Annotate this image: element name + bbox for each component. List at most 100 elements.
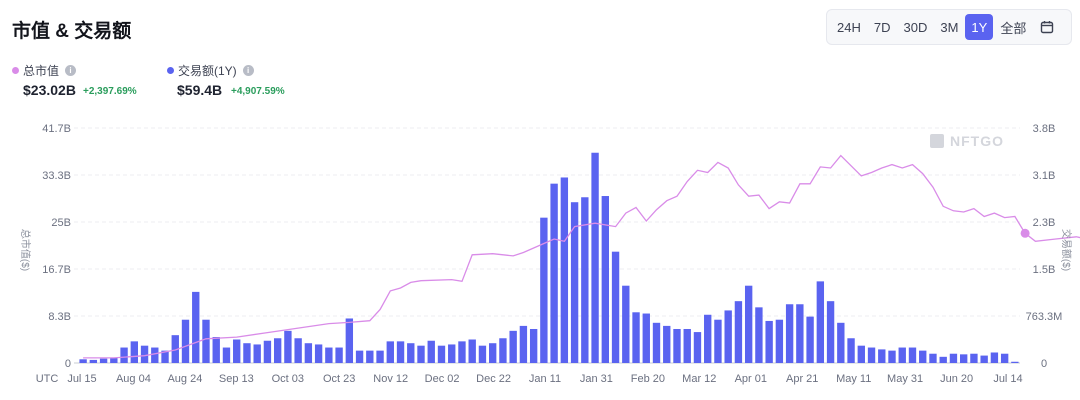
volume-bar[interactable] bbox=[744, 285, 753, 363]
volume-bar[interactable] bbox=[89, 359, 98, 363]
volume-bar[interactable] bbox=[960, 354, 968, 363]
volume-bar[interactable] bbox=[130, 341, 138, 363]
range-1y-button[interactable]: 1Y bbox=[965, 14, 994, 40]
calendar-button[interactable] bbox=[1033, 14, 1061, 40]
legend-market-cap[interactable]: 总市值 i bbox=[12, 62, 77, 79]
volume-bar[interactable] bbox=[140, 345, 149, 363]
volume-bar[interactable] bbox=[243, 343, 251, 363]
volume-bar[interactable] bbox=[775, 319, 784, 363]
volume-bar[interactable] bbox=[366, 350, 374, 363]
volume-bar[interactable] bbox=[632, 312, 640, 363]
volume-bar[interactable] bbox=[734, 301, 743, 363]
volume-bar[interactable] bbox=[806, 316, 814, 363]
volume-bar[interactable] bbox=[1011, 361, 1019, 363]
volume-bar[interactable] bbox=[212, 337, 220, 363]
volume-bar[interactable] bbox=[468, 339, 476, 364]
volume-bar[interactable] bbox=[929, 353, 937, 363]
volume-bar[interactable] bbox=[837, 322, 845, 363]
volume-bar[interactable] bbox=[867, 347, 876, 363]
volume-bar[interactable] bbox=[110, 358, 118, 363]
volume-bar[interactable] bbox=[396, 341, 405, 363]
volume-bar[interactable] bbox=[560, 177, 569, 363]
volume-bar[interactable] bbox=[693, 332, 702, 363]
volume-bar[interactable] bbox=[509, 330, 517, 363]
volume-bar[interactable] bbox=[673, 328, 681, 363]
range-24h-button[interactable]: 24H bbox=[831, 14, 867, 40]
volume-bar[interactable] bbox=[888, 350, 896, 363]
volume-bar[interactable] bbox=[683, 328, 691, 363]
volume-bar[interactable] bbox=[151, 347, 159, 363]
volume-bar[interactable] bbox=[222, 347, 231, 363]
volume-bar[interactable] bbox=[171, 335, 179, 363]
volume-bar[interactable] bbox=[765, 320, 773, 363]
volume-bar[interactable] bbox=[448, 344, 456, 363]
volume-bar[interactable] bbox=[437, 345, 446, 363]
volume-bar[interactable] bbox=[622, 285, 630, 363]
volume-bar[interactable] bbox=[642, 313, 650, 363]
market-cap-volume-chart[interactable]: 0 8.3B 16.7B 25B 33.3B 41.7B 0 763.3M 1.5B 2.3B 3… bbox=[0, 110, 1080, 400]
volume-bar[interactable] bbox=[591, 152, 599, 363]
volume-bar[interactable] bbox=[79, 359, 87, 363]
volume-bar[interactable] bbox=[325, 347, 333, 363]
volume-bar[interactable] bbox=[570, 202, 579, 363]
volume-bar[interactable] bbox=[120, 347, 128, 363]
volume-bar[interactable] bbox=[826, 301, 835, 363]
volume-bar[interactable] bbox=[489, 343, 497, 363]
volume-bar[interactable] bbox=[857, 345, 865, 363]
volume-bar[interactable] bbox=[284, 330, 292, 363]
volume-bar[interactable] bbox=[919, 350, 927, 363]
volume-bar[interactable] bbox=[663, 325, 671, 363]
volume-bar[interactable] bbox=[601, 196, 609, 363]
volume-bar[interactable] bbox=[714, 319, 722, 363]
volume-bar[interactable] bbox=[314, 344, 323, 363]
volume-bar[interactable] bbox=[161, 350, 169, 363]
volume-bar[interactable] bbox=[785, 304, 794, 363]
volume-bar[interactable] bbox=[847, 338, 855, 363]
volume-bar[interactable] bbox=[755, 307, 763, 363]
legend-volume[interactable]: 交易额(1Y) i bbox=[167, 62, 254, 79]
range-30d-button[interactable]: 30D bbox=[897, 14, 933, 40]
volume-bar[interactable] bbox=[878, 349, 886, 363]
volume-bar[interactable] bbox=[181, 319, 190, 363]
volume-bar[interactable] bbox=[99, 358, 108, 363]
volume-bar[interactable] bbox=[263, 340, 272, 363]
volume-bar[interactable] bbox=[529, 328, 538, 363]
volume-bar[interactable] bbox=[704, 314, 712, 363]
volume-bar[interactable] bbox=[1000, 353, 1009, 363]
volume-bar[interactable] bbox=[540, 217, 548, 363]
volume-bar[interactable] bbox=[990, 352, 999, 363]
volume-bar[interactable] bbox=[273, 338, 282, 363]
volume-bar[interactable] bbox=[386, 341, 394, 363]
volume-bar[interactable] bbox=[581, 197, 589, 363]
volume-bar[interactable] bbox=[898, 347, 906, 363]
volume-bar[interactable] bbox=[724, 310, 732, 363]
volume-bar[interactable] bbox=[796, 304, 804, 363]
volume-bar[interactable] bbox=[233, 339, 241, 364]
volume-bar[interactable] bbox=[294, 338, 302, 363]
volume-bar[interactable] bbox=[253, 344, 261, 363]
volume-bar[interactable] bbox=[427, 340, 435, 363]
volume-bar[interactable] bbox=[407, 343, 415, 363]
volume-bar[interactable] bbox=[345, 318, 354, 363]
volume-bar[interactable] bbox=[550, 183, 558, 363]
range-7d-button[interactable]: 7D bbox=[868, 14, 897, 40]
volume-bar[interactable] bbox=[304, 343, 313, 363]
volume-bar[interactable] bbox=[970, 353, 978, 363]
volume-bar[interactable] bbox=[980, 355, 988, 363]
volume-bar[interactable] bbox=[652, 322, 661, 363]
range-all-button[interactable]: 全部 bbox=[994, 14, 1032, 40]
volume-bar[interactable] bbox=[939, 356, 947, 363]
volume-bar[interactable] bbox=[417, 345, 425, 363]
info-icon[interactable]: i bbox=[65, 65, 77, 76]
volume-bar[interactable] bbox=[202, 319, 210, 363]
volume-bar[interactable] bbox=[816, 281, 825, 363]
volume-bar[interactable] bbox=[335, 347, 343, 363]
volume-bar[interactable] bbox=[478, 345, 487, 363]
range-3m-button[interactable]: 3M bbox=[934, 14, 964, 40]
volume-bar[interactable] bbox=[376, 350, 384, 363]
volume-bar[interactable] bbox=[611, 251, 620, 363]
volume-bar[interactable] bbox=[908, 347, 917, 363]
volume-bar[interactable] bbox=[458, 341, 466, 363]
volume-bar[interactable] bbox=[949, 353, 958, 363]
volume-bar[interactable] bbox=[519, 325, 528, 363]
